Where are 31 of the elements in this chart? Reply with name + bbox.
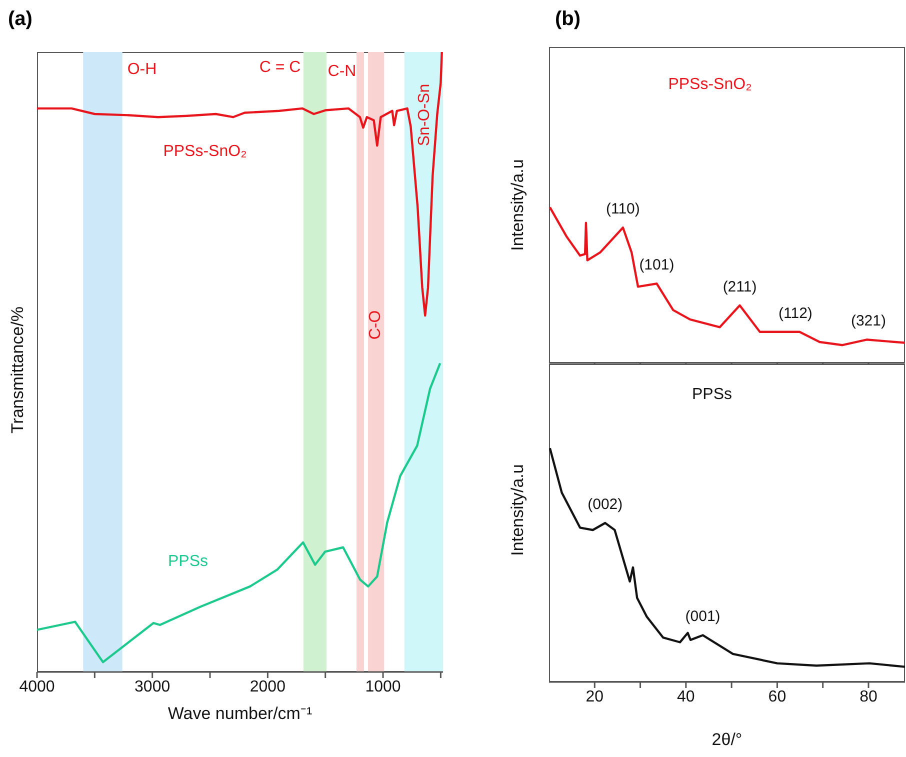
annotation: (110) — [606, 200, 640, 218]
band-label: C-N — [328, 63, 356, 81]
annotation: (101) — [639, 256, 674, 274]
y-axis-title: Transmittance/% — [8, 306, 28, 434]
x-tick-label: 4000 — [19, 678, 55, 696]
band-label: C-O — [367, 310, 385, 340]
text: PPSs — [692, 386, 732, 404]
x-tick-label: 3000 — [134, 678, 170, 696]
annotation: (002) — [588, 496, 623, 513]
x-axis-title: Wave number/cm⁻¹ — [168, 704, 312, 723]
x-tick-label: 80 — [860, 688, 878, 706]
series-label: PPSs-SnO₂ — [163, 143, 247, 161]
text: PPSs-SnO₂ — [668, 76, 752, 94]
series-label: PPSs — [168, 553, 208, 571]
band-label: C = C — [259, 59, 301, 77]
band-label: O-H — [127, 61, 157, 79]
annotation: (321) — [850, 312, 886, 330]
x-tick-label: 2000 — [250, 678, 286, 696]
x-axis-title: 2θ/° — [712, 730, 742, 749]
band-label: Sn-O-Sn — [416, 84, 434, 146]
annotation: (211) — [722, 278, 757, 296]
annotation: (001) — [685, 608, 720, 626]
chart-title: (b) — [555, 8, 581, 31]
annotation: (112) — [778, 304, 812, 322]
y-axis-title: Intensity/a.u — [508, 159, 528, 251]
x-tick-label: 40 — [677, 688, 695, 706]
x-tick-label: 60 — [768, 688, 786, 706]
x-tick-label: 20 — [586, 688, 604, 706]
y-axis-title: Intensity/a.u — [508, 464, 528, 556]
chart-title: (a) — [8, 8, 32, 31]
x-tick-label: 1000 — [365, 678, 401, 696]
